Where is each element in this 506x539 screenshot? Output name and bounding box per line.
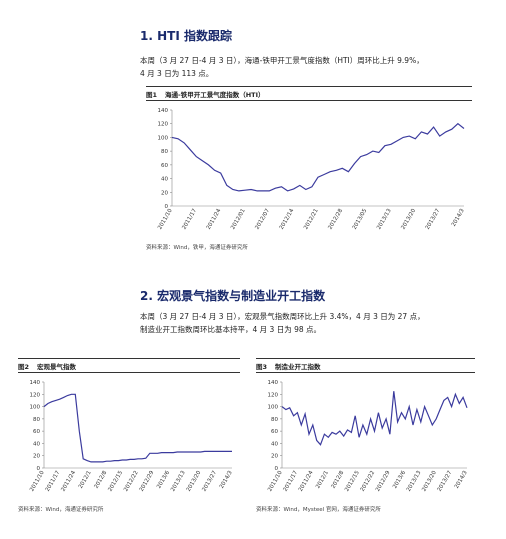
line — [281, 391, 468, 446]
x-tick-label: 2011/24 — [206, 208, 223, 231]
y-tick-label: 140 — [268, 380, 279, 386]
figure-title: 海通-铁甲开工景气度指数（HTI） — [165, 91, 265, 99]
x-tick-label: 2012/1 — [78, 470, 93, 490]
y-tick-label: 20 — [33, 454, 40, 460]
x-tick-label: 2012/8 — [94, 470, 109, 490]
y-tick-label: 60 — [33, 429, 40, 435]
x-tick-label: 2013/13 — [406, 470, 423, 493]
x-tick-label: 2014/3 — [454, 470, 469, 490]
y-tick-label: 120 — [30, 392, 41, 398]
y-tick-label: 80 — [161, 149, 168, 155]
y-tick-label: 120 — [268, 392, 279, 398]
x-tick-label: 2012/15 — [344, 470, 361, 493]
figure-caption: 图3 制造业开工指数 — [256, 358, 475, 373]
x-tick-label: 2013/6 — [156, 470, 171, 490]
y-tick-label: 0 — [165, 204, 169, 210]
x-tick-label: 2011/10 — [29, 470, 46, 493]
x-tick-label: 2011/24 — [298, 470, 315, 493]
text-line: 4 月 3 日为 113 点。 — [140, 69, 214, 78]
x-tick-label: 2012/21 — [303, 208, 320, 231]
y-tick-label: 20 — [161, 190, 168, 196]
y-tick-label: 60 — [271, 429, 278, 435]
figure-caption: 图2 宏观景气指数 — [18, 358, 240, 373]
x-tick-label: 2014/3 — [451, 208, 466, 228]
x-tick-label: 2013/20 — [186, 470, 203, 493]
x-tick-label: 2012/22 — [360, 470, 377, 493]
x-tick-label: 2012/8 — [331, 470, 346, 490]
source: 资料来源：Wind，Mysteel 官网，海通证券研究所 — [256, 507, 381, 513]
y-tick-label: 100 — [268, 405, 279, 411]
x-tick-label: 2012/22 — [123, 470, 140, 493]
x-tick-label: 2011/24 — [60, 470, 77, 493]
y-tick-label: 40 — [33, 441, 40, 447]
y-tick-label: 0 — [37, 466, 41, 472]
figure-number: 图3 — [256, 363, 268, 371]
x-tick-label: 2012/29 — [139, 470, 156, 493]
x-tick-label: 2011/17 — [181, 208, 198, 231]
text-line: 本周（3 月 27 日-4 月 3 日），海通-铁甲开工景气度指数（HTI）周环… — [140, 56, 424, 65]
x-tick-label: 2011/10 — [267, 470, 284, 493]
chart: 0 20 40 60 80 100 120 140 2011/10 2011/17 2011/24 2… — [157, 108, 466, 231]
figure-number: 图2 — [18, 363, 30, 371]
x-tick-label: 2011/17 — [283, 470, 300, 493]
y-tick-label: 80 — [33, 417, 40, 423]
y-tick-label: 80 — [271, 417, 278, 423]
x-tick-label: 2012/14 — [279, 208, 296, 231]
y-tick-label: 100 — [30, 405, 41, 411]
source: 资料来源：Wind，海通证券研究所 — [18, 507, 104, 513]
x-tick-label: 2013/27 — [201, 470, 218, 493]
x-tick-label: 2011/17 — [45, 470, 62, 493]
x-tick-label: 2013/13 — [376, 208, 393, 231]
x-tick-label: 2013/20 — [421, 470, 438, 493]
x-tick-label: 2012/07 — [254, 208, 271, 231]
x-tick-label: 2013/6 — [392, 470, 407, 490]
x-tick-label: 2011/10 — [157, 208, 174, 231]
y-tick-label: 40 — [271, 441, 278, 447]
x-tick-label: 2012/28 — [327, 208, 344, 231]
paragraph: 本周（3 月 27 日-4 月 3 日），宏观景气指数周环比上升 3.4%，4 … — [140, 310, 425, 336]
x-tick-label: 2012/15 — [107, 470, 124, 493]
y-tick-label: 40 — [161, 177, 168, 183]
heading: 2. 宏观景气指数与制造业开工指数 — [140, 289, 326, 303]
figure-title: 宏观景气指数 — [37, 363, 77, 371]
x-tick-label: 2013/27 — [437, 470, 454, 493]
y-tick-label: 140 — [158, 108, 169, 114]
source: 资料来源：Wind，铁甲，海通证券研究所 — [146, 245, 248, 251]
x-tick-label: 2014/3 — [219, 470, 234, 490]
text-line: 本周（3 月 27 日-4 月 3 日），宏观景气指数周环比上升 3.4%，4 … — [140, 312, 425, 321]
x-tick-label: 2012/1 — [315, 470, 330, 490]
paragraph: 本周（3 月 27 日-4 月 3 日），海通-铁甲开工景气度指数（HTI）周环… — [140, 54, 424, 80]
y-tick-label: 60 — [161, 163, 168, 169]
figure-number: 图1 — [146, 91, 158, 99]
figure-caption: 图1 海通-铁甲开工景气度指数（HTI） — [146, 86, 472, 101]
y-tick-label: 20 — [271, 454, 278, 460]
x-tick-label: 2013/20 — [400, 208, 417, 231]
x-tick-label: 2013/05 — [352, 208, 369, 231]
y-tick-label: 120 — [158, 122, 169, 128]
x-tick-label: 2012/29 — [375, 470, 392, 493]
x-tick-label: 2012/01 — [230, 208, 247, 231]
y-tick-label: 0 — [275, 466, 279, 472]
y-tick-label: 140 — [30, 380, 41, 386]
x-tick-label: 2013/27 — [425, 208, 442, 231]
y-tick-label: 100 — [158, 135, 169, 141]
figure-title: 制造业开工指数 — [275, 363, 321, 371]
text-line: 制造业开工指数周环比基本持平，4 月 3 日为 98 点。 — [140, 325, 322, 334]
x-tick-label: 2013/13 — [170, 470, 187, 493]
heading: 1. HTI 指数跟踪 — [140, 29, 232, 43]
line — [43, 393, 232, 463]
line — [171, 122, 465, 192]
